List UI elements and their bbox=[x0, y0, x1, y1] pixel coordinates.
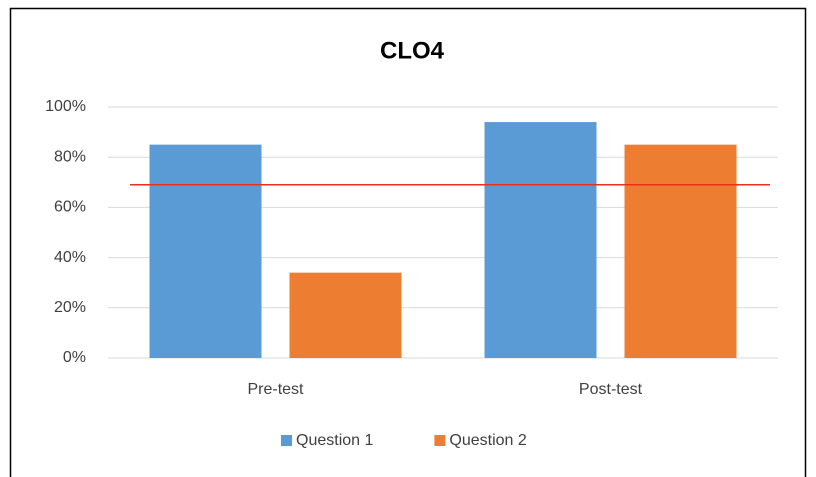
y-tick-label: 20% bbox=[54, 299, 86, 316]
y-tick-label: 100% bbox=[45, 98, 86, 115]
x-tick-label: Pre-test bbox=[247, 381, 304, 398]
y-tick-label: 60% bbox=[54, 199, 86, 216]
frame bbox=[9, 7, 807, 477]
bar bbox=[149, 144, 262, 358]
y-tick-label: 0% bbox=[63, 349, 86, 366]
bar bbox=[484, 122, 597, 358]
y-tick-label: 80% bbox=[54, 148, 86, 165]
legend-swatch bbox=[281, 435, 292, 446]
chart-title: CLO4 bbox=[380, 37, 445, 64]
y-tick-label: 40% bbox=[54, 249, 86, 266]
legend-label: Question 1 bbox=[296, 432, 373, 449]
legend-swatch bbox=[434, 435, 446, 446]
bar bbox=[289, 272, 402, 358]
legend-label: Question 2 bbox=[449, 432, 526, 449]
x-tick-label: Post-test bbox=[579, 381, 643, 398]
bar bbox=[624, 144, 737, 358]
